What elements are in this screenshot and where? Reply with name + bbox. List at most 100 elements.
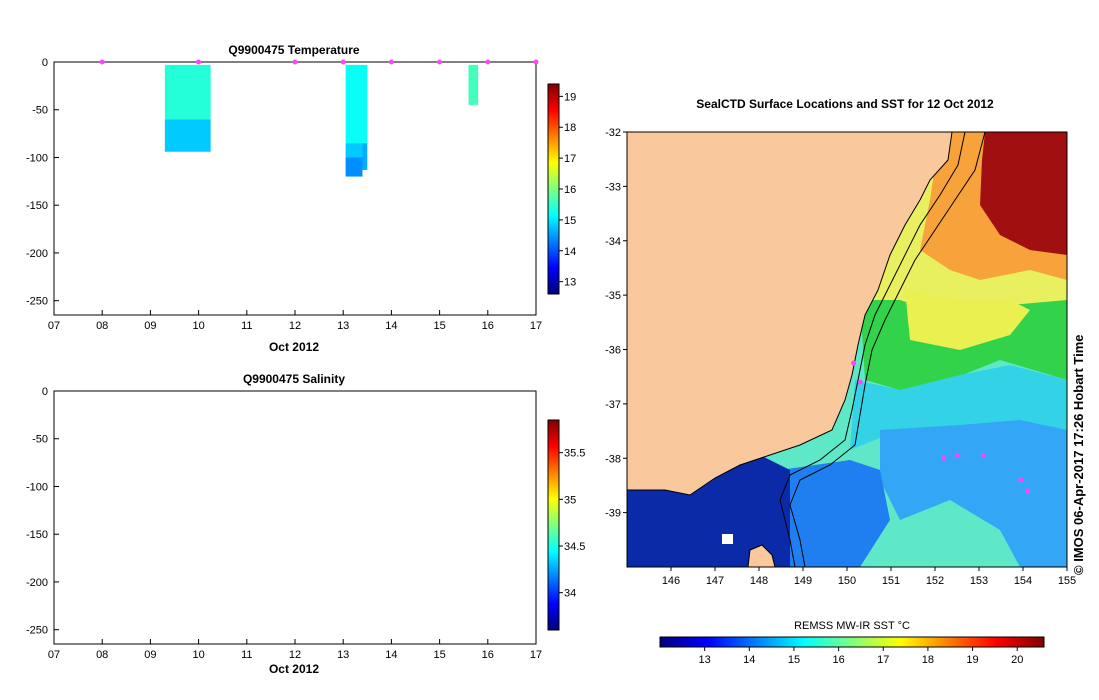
temperature-plot-frame bbox=[53, 61, 537, 316]
seal-position-marker bbox=[1018, 477, 1024, 483]
x-tick-label: 12 bbox=[289, 320, 301, 332]
salinity-y-ticks: 0 -50 -100 -150 -200 -250 bbox=[26, 386, 59, 637]
colorbar-tick-label: 18 bbox=[564, 122, 576, 134]
y-tick-label: -150 bbox=[26, 200, 48, 212]
map-x-tick-label: 150 bbox=[838, 575, 856, 587]
salinity-colorbar-ticks: 35.5 35 34.5 34 bbox=[559, 448, 585, 600]
x-tick-label: 10 bbox=[192, 320, 204, 332]
profile-marker bbox=[99, 59, 105, 65]
profile-cell bbox=[362, 64, 368, 144]
map-y-tick-label: -35 bbox=[605, 290, 621, 302]
temperature-panel: Q9900475 Temperature 07 08 09 10 11 12 13 14 15 1… bbox=[26, 43, 576, 354]
x-tick-label: 09 bbox=[144, 320, 156, 332]
x-tick-label: 16 bbox=[482, 649, 494, 661]
profile-marker bbox=[485, 59, 491, 65]
colorbar-tick-label: 15 bbox=[564, 215, 576, 227]
map-y-tick-label: -32 bbox=[605, 127, 621, 139]
map-y-ticks: -32 -33 -34 -35 -36 -37 -38 -39 bbox=[605, 127, 627, 520]
x-tick-label: 07 bbox=[48, 320, 60, 332]
map-y-tick-label: -38 bbox=[605, 453, 621, 465]
map-x-tick-label: 149 bbox=[794, 575, 812, 587]
seal-position-marker bbox=[857, 379, 863, 385]
x-tick-label: 14 bbox=[385, 649, 397, 661]
sst-map-panel: SealCTD Surface Locations and SST for 12… bbox=[605, 97, 1086, 666]
y-tick-label: -150 bbox=[26, 529, 48, 541]
y-tick-label: -50 bbox=[32, 434, 48, 446]
temperature-profiles bbox=[164, 64, 479, 177]
map-y-tick-label: -33 bbox=[605, 181, 621, 193]
profile-marker bbox=[388, 59, 394, 65]
profile-marker bbox=[196, 59, 202, 65]
x-tick-label: 08 bbox=[96, 649, 108, 661]
colorbar-tick-label: 19 bbox=[564, 91, 576, 103]
map-x-tick-label: 146 bbox=[662, 575, 680, 587]
map-colorbar bbox=[659, 636, 1045, 648]
map-y-tick-label: -37 bbox=[605, 399, 621, 411]
map-colorbar-label: REMSS MW-IR SST °C bbox=[794, 620, 910, 632]
seal-position-marker bbox=[1024, 488, 1030, 494]
map-colorbar-tick-label: 15 bbox=[788, 654, 800, 666]
map-colorbar-tick-label: 19 bbox=[966, 654, 978, 666]
x-tick-label: 15 bbox=[433, 320, 445, 332]
x-tick-label: 14 bbox=[385, 320, 397, 332]
map-colorbar-tick-label: 20 bbox=[1011, 654, 1023, 666]
x-tick-label: 10 bbox=[192, 649, 204, 661]
x-tick-label: 08 bbox=[96, 320, 108, 332]
x-tick-label: 11 bbox=[241, 649, 252, 661]
y-tick-label: -50 bbox=[32, 105, 48, 117]
profile-marker bbox=[340, 59, 346, 65]
temperature-profile-markers bbox=[99, 59, 539, 65]
salinity-title: Q9900475 Salinity bbox=[243, 372, 345, 386]
colorbar-tick-label: 35.5 bbox=[564, 448, 585, 460]
salinity-x-ticks: 07 08 09 10 11 12 13 14 15 16 17 bbox=[48, 639, 542, 661]
map-colorbar-ticks: 13 14 15 16 17 18 19 20 bbox=[699, 647, 1023, 666]
x-tick-label: 16 bbox=[482, 320, 494, 332]
seal-position-marker bbox=[954, 453, 960, 459]
map-x-tick-label: 151 bbox=[882, 575, 900, 587]
bathymetry-contour-deep bbox=[789, 132, 986, 567]
map-x-tick-label: 153 bbox=[970, 575, 988, 587]
colorbar-tick-label: 16 bbox=[564, 184, 576, 196]
temperature-title: Q9900475 Temperature bbox=[228, 43, 360, 57]
seal-position-marker bbox=[980, 453, 986, 459]
x-tick-label: 17 bbox=[530, 649, 542, 661]
sst-zone-dark-blue bbox=[627, 455, 790, 567]
profile-cell bbox=[468, 64, 479, 105]
land-mass bbox=[627, 132, 953, 496]
profile-cell bbox=[345, 64, 363, 144]
profile-cell bbox=[362, 143, 368, 170]
map-y-tick-label: -39 bbox=[605, 508, 621, 520]
map-colorbar-tick-label: 17 bbox=[877, 654, 889, 666]
map-colorbar-tick-label: 14 bbox=[743, 654, 755, 666]
profile-marker bbox=[437, 59, 443, 65]
map-y-tick-label: -34 bbox=[605, 236, 621, 248]
y-tick-label: -250 bbox=[26, 296, 48, 308]
map-colorbar-tick-label: 18 bbox=[922, 654, 934, 666]
colorbar-tick-label: 34.5 bbox=[564, 541, 585, 553]
map-y-tick-label: -36 bbox=[605, 345, 621, 357]
colorbar-tick-label: 13 bbox=[564, 277, 576, 289]
salinity-colorbar bbox=[547, 419, 560, 631]
colorbar-tick-label: 34 bbox=[564, 588, 576, 600]
salinity-x-label: Oct 2012 bbox=[269, 662, 319, 676]
colorbar-tick-label: 35 bbox=[564, 494, 576, 506]
sst-zone-yellow-center bbox=[905, 290, 1030, 350]
map-x-tick-label: 155 bbox=[1058, 575, 1076, 587]
profile-cell bbox=[345, 143, 363, 158]
x-tick-label: 13 bbox=[337, 649, 349, 661]
temperature-y-ticks: 0 -50 -100 -150 -200 -250 bbox=[26, 57, 59, 308]
x-tick-label: 07 bbox=[48, 649, 60, 661]
missing-data-patch bbox=[722, 534, 733, 544]
profile-marker bbox=[533, 59, 539, 65]
y-tick-label: 0 bbox=[42, 386, 48, 398]
colorbar-tick-label: 14 bbox=[564, 246, 576, 258]
map-colorbar-tick-label: 13 bbox=[699, 654, 711, 666]
x-tick-label: 09 bbox=[144, 649, 156, 661]
y-tick-label: -200 bbox=[26, 248, 48, 260]
map-title: SealCTD Surface Locations and SST for 12… bbox=[696, 97, 994, 111]
map-x-ticks: 146 147 148 149 150 151 152 153 154 155 bbox=[662, 567, 1076, 587]
map-x-tick-label: 152 bbox=[926, 575, 944, 587]
y-tick-label: -100 bbox=[26, 481, 48, 493]
y-tick-label: 0 bbox=[42, 57, 48, 69]
